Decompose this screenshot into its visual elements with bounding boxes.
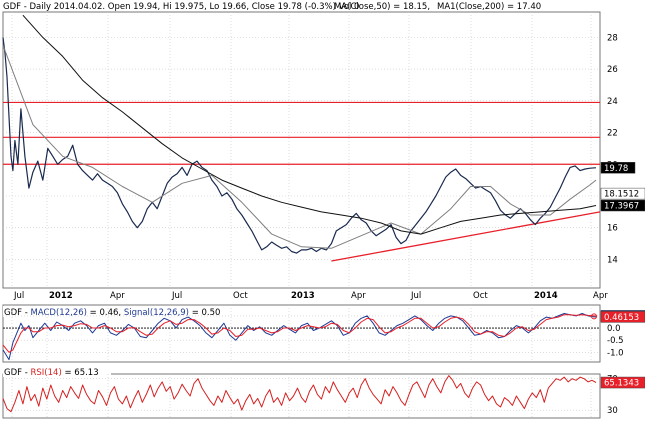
price-panel-header: GDF - Daily 2014.04.02. Open 19.94, Hi 1… <box>3 2 541 12</box>
rsi-header-bg <box>3 366 111 377</box>
value-label: 17.3967 <box>604 202 639 212</box>
price-panel-frame <box>2 11 601 289</box>
y-tick-label: 14 <box>607 255 618 265</box>
series-line-ma-close-50- <box>2 45 597 249</box>
value-label-box <box>600 187 645 200</box>
macd-current-marker <box>591 313 598 320</box>
value-label-box <box>600 162 636 174</box>
rsi-panel-frame <box>2 373 601 419</box>
y-tick-label: 26 <box>607 65 618 75</box>
signal-header-value: = 0.50 <box>189 308 220 318</box>
y-tick-label: 22 <box>607 129 618 139</box>
series-line-ma1-close-200- <box>22 14 597 235</box>
macd-header-label: MACD(12,26) <box>31 308 87 318</box>
macd-header-prefix: GDF - <box>4 308 31 318</box>
rsi-header-value: = 65.13 <box>62 368 99 378</box>
y-tick-label: 16 <box>607 224 618 234</box>
support-trendline <box>331 211 601 262</box>
macd-header-bg <box>3 306 225 317</box>
x-tick-label: Apr <box>593 291 608 301</box>
x-tick-label: Oct <box>473 291 488 301</box>
y-tick-label: 0.0 <box>607 324 621 334</box>
macd-panel-frame <box>2 304 601 363</box>
x-tick-label: Apr <box>110 291 125 301</box>
series-line-close <box>2 37 596 254</box>
y-tick-label: -1.0 <box>607 348 624 358</box>
rsi-panel-header: GDF - RSI(14) = 65.13 <box>3 366 111 378</box>
x-tick-label: Jul <box>171 291 182 301</box>
value-label: 18.1512 <box>604 190 639 200</box>
y-tick-label: -0.5 <box>607 336 624 346</box>
value-label: 0.46153 <box>604 313 639 323</box>
rsi-header: GDF - RSI(14) = 65.13 <box>4 368 99 378</box>
y-tick-label: 28 <box>607 33 618 43</box>
rsi-header-label: RSI(14) <box>31 368 62 378</box>
rsi-header-prefix: GDF - <box>4 368 31 378</box>
series-line-signal-12-26-9- <box>2 314 596 353</box>
y-tick-label: 24 <box>607 97 618 107</box>
price-header-main: GDF - Daily 2014.04.02. Open 19.94, Hi 1… <box>3 2 359 12</box>
value-label: 19.78 <box>604 164 628 174</box>
macd-header-value: = 0.46, <box>87 308 124 318</box>
x-tick-label: 2013 <box>291 291 315 301</box>
value-label-box <box>600 199 645 212</box>
x-tick-label: Apr <box>351 291 366 301</box>
macd-panel-header: GDF - MACD(12,26) = 0.46, Signal(12,26,9… <box>3 306 225 318</box>
x-tick-label: 2012 <box>49 291 73 301</box>
macd-header: GDF - MACD(12,26) = 0.46, Signal(12,26,9… <box>4 308 220 318</box>
x-tick-label: Jul <box>13 291 24 301</box>
y-tick-label: 30 <box>607 406 618 416</box>
x-tick-label: 2014 <box>534 291 558 301</box>
x-tick-label: Jul <box>410 291 421 301</box>
x-tick-label: Oct <box>233 291 248 301</box>
value-label: 65.1343 <box>604 379 639 389</box>
series-layer <box>2 14 598 413</box>
signal-header-label: Signal(12,26,9) <box>124 308 189 318</box>
value-label-box <box>600 376 645 389</box>
value-label-box <box>600 311 645 323</box>
x-axis-labels: Jul 2012 Apr Jul Oct 2013 Apr Jul Oct 20… <box>13 291 608 301</box>
price-header-ma200: MA1(Close,200) = 17.40 <box>437 2 541 12</box>
series-line-macd-12-26- <box>2 313 596 361</box>
price-header-ma50: MA(Close,50) = 18.15, <box>334 2 430 12</box>
series-line-rsi-14- <box>2 375 597 413</box>
